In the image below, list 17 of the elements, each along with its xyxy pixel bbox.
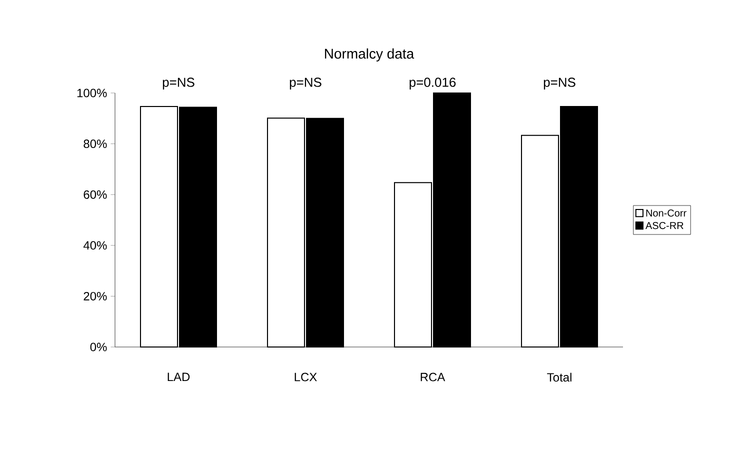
text: p=NS xyxy=(290,78,322,90)
text: p=NS xyxy=(162,78,194,90)
y-tick-label: 20% xyxy=(84,292,107,300)
y-tick-label: 80% xyxy=(84,140,107,148)
y-tick-label: 40% xyxy=(83,241,107,250)
x-tick-label: LAD xyxy=(168,372,190,382)
x-tick-label: LCX xyxy=(294,372,317,382)
legend-label: ASC-RR xyxy=(645,222,684,230)
legend-label: Non-Corr xyxy=(646,210,686,217)
text: p=NS xyxy=(544,78,576,90)
y-tick-label: 0% xyxy=(90,342,107,352)
x-tick-label: Total xyxy=(547,372,572,382)
x-tick-label: RCA xyxy=(420,372,446,382)
text: p=0.016 xyxy=(410,78,456,90)
y-tick-label: 60% xyxy=(84,190,107,199)
y-tick-label: 100% xyxy=(77,88,107,98)
chart-title: Normalcy data xyxy=(325,48,414,62)
